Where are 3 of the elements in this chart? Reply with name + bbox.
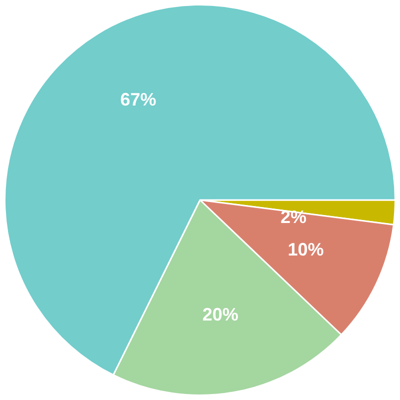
data-label: 20% (202, 304, 238, 324)
data-label: 67% (120, 89, 156, 110)
data-label: 10% (288, 239, 324, 260)
